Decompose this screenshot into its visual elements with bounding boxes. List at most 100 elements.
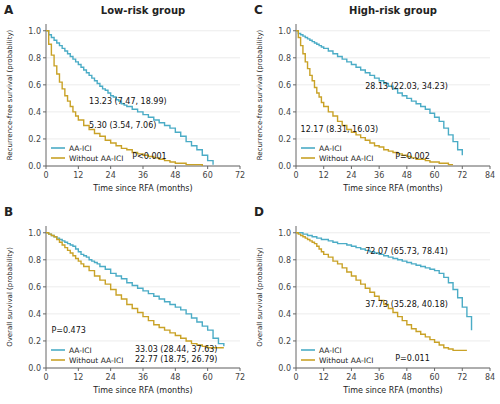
x-axis-label: Time since RFA (months) [92, 386, 192, 395]
grid-line [46, 84, 240, 85]
x-tick-label: 48 [402, 171, 412, 180]
x-tick-label: 36 [374, 373, 384, 382]
grid-line [46, 286, 240, 287]
grid-line [296, 57, 490, 58]
x-tick-label: 0 [293, 373, 298, 382]
y-tick-label: 0.8 [278, 256, 291, 265]
x-axis-line [46, 368, 240, 369]
legend-swatch [51, 157, 65, 159]
legend-swatch [301, 147, 315, 149]
grid-line [46, 259, 240, 260]
x-tick-label: 0 [43, 171, 48, 180]
x-tick-label: 0 [43, 373, 48, 382]
legend-swatch [51, 359, 65, 361]
y-tick-label: 0.2 [278, 337, 291, 346]
grid-line [296, 166, 490, 167]
grid-line [296, 313, 490, 314]
annotation: 5.30 (3.54, 7.06) [89, 121, 156, 130]
grid-line [46, 138, 240, 139]
panel: D0.00.20.40.60.81.0012243648607284Time s… [254, 205, 495, 395]
legend-label: Without AA-ICI [69, 154, 123, 163]
y-tick-label: 0.6 [28, 81, 41, 90]
x-tick-label: 72 [235, 373, 245, 382]
survival-curve [296, 233, 467, 351]
panel-label: D [254, 205, 264, 219]
x-tick-label: 84 [485, 171, 495, 180]
y-tick-label: 1.0 [28, 229, 41, 238]
annotation: P<0.001 [132, 152, 166, 161]
annotation: 37.73 (35.28, 40.18) [365, 300, 448, 309]
survival-curve [296, 233, 472, 330]
y-tick-label: 0.4 [28, 108, 41, 117]
x-tick-label: 36 [138, 373, 148, 382]
y-tick-label: 0.2 [278, 135, 291, 144]
survival-curve [46, 233, 224, 347]
legend-label: AA-ICI [69, 346, 92, 355]
x-tick-label: 84 [485, 373, 495, 382]
legend-label: AA-ICI [319, 346, 342, 355]
legend-label: AA-ICI [69, 144, 92, 153]
grid-line [46, 30, 240, 31]
y-tick-label: 0.8 [278, 54, 291, 63]
plot-area [296, 31, 462, 165]
annotation: P=0.011 [395, 354, 429, 363]
y-tick-label: 0.8 [28, 256, 41, 265]
legend-swatch [51, 147, 65, 149]
legend-label: Without AA-ICI [319, 356, 373, 365]
y-tick-label: 0.0 [28, 364, 41, 373]
y-axis-label: Recurrence-free survival (probability) [6, 29, 14, 160]
x-tick-label: 24 [106, 171, 116, 180]
panel-label: C [254, 3, 263, 17]
y-tick-label: 0.6 [278, 283, 291, 292]
panel-label: A [4, 3, 14, 17]
x-tick-label: 60 [203, 373, 213, 382]
figure: ALow-risk group0.00.20.40.60.81.00122436… [0, 0, 500, 404]
y-tick-label: 0.4 [278, 310, 291, 319]
x-axis-label: Time since RFA (months) [342, 386, 442, 395]
annotation: P=0.002 [395, 152, 429, 161]
y-tick-label: 0.4 [28, 310, 41, 319]
x-tick-label: 48 [170, 373, 180, 382]
x-axis-line [296, 368, 490, 369]
y-axis-label: Recurrence-free survival (probability) [256, 29, 264, 160]
x-tick-label: 24 [106, 373, 116, 382]
grid-line [46, 232, 240, 233]
x-tick-label: 60 [429, 373, 439, 382]
x-tick-label: 12 [73, 373, 83, 382]
panel: CHigh-risk group0.00.20.40.60.81.0012243… [254, 3, 495, 193]
annotation: P=0.473 [51, 326, 85, 335]
legend: AA-ICIWithout AA-ICI [301, 144, 373, 163]
title: High-risk group [349, 5, 437, 16]
y-tick-label: 0.2 [28, 337, 41, 346]
legend-swatch [301, 157, 315, 159]
x-tick-label: 36 [374, 171, 384, 180]
x-tick-label: 48 [170, 171, 180, 180]
survival-curve [296, 31, 453, 165]
x-tick-label: 60 [203, 171, 213, 180]
y-tick-label: 0.6 [28, 283, 41, 292]
x-tick-label: 36 [138, 171, 148, 180]
y-tick-label: 0.6 [278, 81, 291, 90]
y-tick-label: 0.8 [28, 54, 41, 63]
y-tick-label: 0.2 [28, 135, 41, 144]
x-axis-line [46, 166, 240, 167]
y-tick-label: 0.0 [278, 162, 291, 171]
legend-label: AA-ICI [319, 144, 342, 153]
survival-curve [46, 31, 213, 165]
x-tick-label: 24 [346, 373, 356, 382]
grid-line [46, 166, 240, 167]
panel: B0.00.20.40.60.81.00122436486072Time sin… [4, 205, 245, 395]
y-tick-label: 1.0 [278, 27, 291, 36]
y-tick-label: 1.0 [278, 229, 291, 238]
annotation: 22.77 (18.75, 26.79) [135, 355, 218, 364]
x-tick-label: 24 [346, 171, 356, 180]
x-tick-label: 12 [319, 171, 329, 180]
legend-swatch [301, 359, 315, 361]
y-tick-label: 0.4 [278, 108, 291, 117]
annotation: 33.03 (28.44, 37.63) [135, 345, 218, 354]
x-tick-label: 12 [73, 171, 83, 180]
x-tick-label: 60 [429, 171, 439, 180]
survival-curve [46, 233, 224, 348]
grid-line [296, 340, 490, 341]
x-axis-label: Time since RFA (months) [342, 184, 442, 193]
